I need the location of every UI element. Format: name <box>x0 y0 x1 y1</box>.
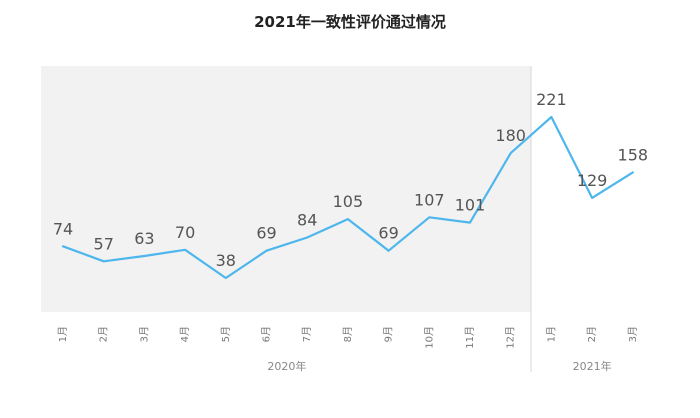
data-labels: 74 57 63 70 38 69 84 105 69 107 101 180 221 129 158 <box>53 90 648 270</box>
data-label: 69 <box>256 224 276 243</box>
year-labels: 2020年 2021年 <box>267 359 611 373</box>
x-tick-label: 1月 <box>57 326 69 342</box>
x-tick-label: 2月 <box>98 326 110 342</box>
x-tick-label: 2月 <box>586 326 598 342</box>
data-label: 107 <box>414 190 445 209</box>
data-label: 158 <box>618 145 649 164</box>
chart-title: 2021年一致性评价通过情况 <box>254 13 446 31</box>
data-label: 101 <box>455 196 486 215</box>
x-tick-label: 3月 <box>138 326 150 342</box>
data-label: 105 <box>333 192 364 211</box>
data-label: 221 <box>536 90 567 109</box>
data-label: 63 <box>134 229 154 248</box>
x-tick-label: 1月 <box>545 326 557 342</box>
x-tick-label: 7月 <box>301 326 313 342</box>
series-line <box>61 115 634 280</box>
x-tick-label: 10月 <box>423 326 435 349</box>
data-label: 84 <box>297 211 317 230</box>
data-label: 38 <box>216 251 236 270</box>
x-tick-label: 11月 <box>464 326 476 349</box>
x-tick-label: 5月 <box>220 326 232 342</box>
data-label: 70 <box>175 223 195 242</box>
data-label: 74 <box>53 219 73 238</box>
x-tick-label: 8月 <box>342 326 354 342</box>
x-tick-label: 4月 <box>179 326 191 342</box>
shaded-region-2020 <box>41 66 532 312</box>
x-tick-labels: 1月 2月 3月 4月 5月 6月 7月 8月 9月 10月 11月 12月 1月 2月 3月 <box>57 326 639 349</box>
x-tick-label: 3月 <box>627 326 639 342</box>
data-label: 180 <box>495 126 526 145</box>
data-label: 129 <box>577 171 608 190</box>
x-tick-label: 6月 <box>261 326 273 342</box>
year-group-label: 2020年 <box>267 359 306 373</box>
data-label: 57 <box>94 234 114 253</box>
year-group-label: 2021年 <box>573 359 612 373</box>
x-tick-label: 12月 <box>505 326 517 349</box>
x-tick-label: 9月 <box>383 326 395 342</box>
data-label: 69 <box>378 224 398 243</box>
